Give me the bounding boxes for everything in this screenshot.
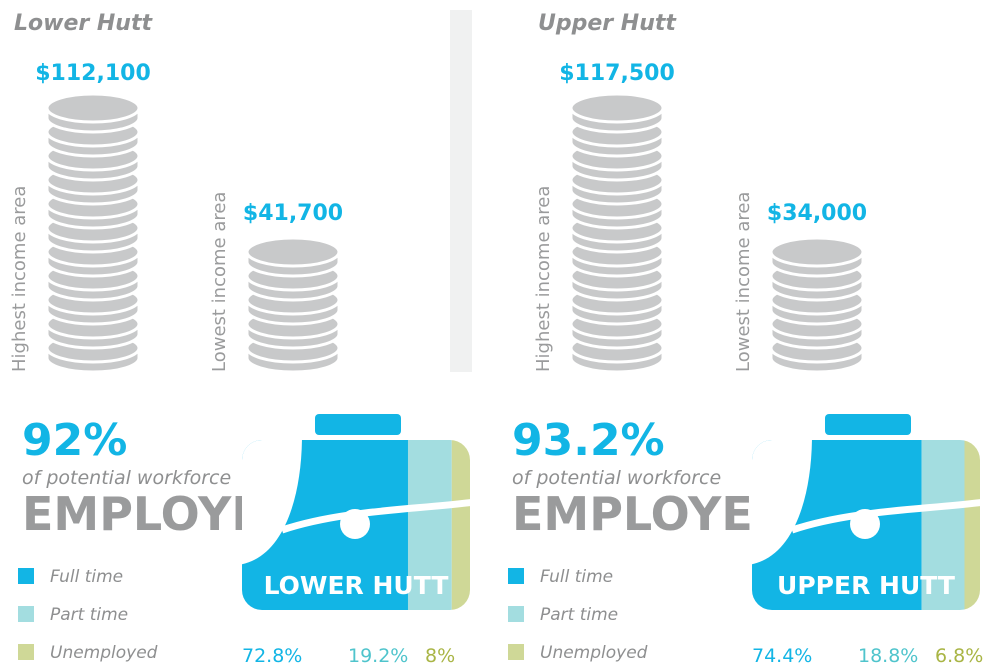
briefcase-segment xyxy=(921,440,965,610)
briefcase-clasp xyxy=(340,509,370,539)
share-label: 8% xyxy=(425,645,455,667)
legend-label: Part time xyxy=(50,605,128,625)
income-value: $34,000 xyxy=(767,201,867,226)
share-label: 19.2% xyxy=(348,645,408,667)
briefcase-label: UPPER HUTT xyxy=(777,571,955,600)
share-label: 74.4% xyxy=(752,645,812,667)
income-label: Highest income area xyxy=(9,186,30,372)
briefcase-segment xyxy=(964,440,980,610)
legend-swatch xyxy=(508,606,524,622)
legend-label: Unemployed xyxy=(50,643,158,663)
briefcase-cut xyxy=(242,440,302,565)
legend-label: Unemployed xyxy=(540,643,648,663)
income-value: $112,100 xyxy=(35,61,151,86)
income-value: $41,700 xyxy=(243,201,343,226)
briefcase-handle xyxy=(315,414,401,435)
share-label: 18.8% xyxy=(858,645,918,667)
divider xyxy=(450,10,472,372)
legend-swatch xyxy=(18,568,34,584)
briefcase-cut xyxy=(752,440,812,565)
legend-label: Full time xyxy=(540,567,613,587)
briefcase-seam xyxy=(280,498,470,534)
panel-title: Upper Hutt xyxy=(538,11,677,36)
briefcase-clasp xyxy=(850,509,880,539)
employment-caption: of potential workforce xyxy=(512,467,721,489)
legend-swatch xyxy=(18,644,34,660)
coin-top xyxy=(245,236,341,268)
coin-top xyxy=(569,92,665,124)
employment-rate: 92% xyxy=(22,415,127,466)
coin-top xyxy=(45,92,141,124)
coin-top xyxy=(769,236,865,268)
legend-swatch xyxy=(508,568,524,584)
share-label: 72.8% xyxy=(242,645,302,667)
income-label: Lowest income area xyxy=(733,192,754,372)
legend-swatch xyxy=(18,606,34,622)
briefcase xyxy=(752,440,980,610)
briefcase-handle xyxy=(825,414,911,435)
income-value: $117,500 xyxy=(559,61,675,86)
briefcase-seam xyxy=(790,498,980,534)
income-label: Lowest income area xyxy=(209,192,230,372)
panel-title: Lower Hutt xyxy=(14,11,153,36)
employment-headline: EMPLOYED xyxy=(512,487,791,541)
legend-label: Part time xyxy=(540,605,618,625)
legend-label: Full time xyxy=(50,567,123,587)
employment-caption: of potential workforce xyxy=(22,467,231,489)
briefcase xyxy=(242,440,470,610)
briefcase-segment xyxy=(451,440,470,610)
income-label: Highest income area xyxy=(533,186,554,372)
briefcase-segment xyxy=(407,440,452,610)
employment-rate: 93.2% xyxy=(512,415,665,466)
share-label: 6.8% xyxy=(935,645,983,667)
legend-swatch xyxy=(508,644,524,660)
briefcase-label: LOWER HUTT xyxy=(264,571,449,600)
